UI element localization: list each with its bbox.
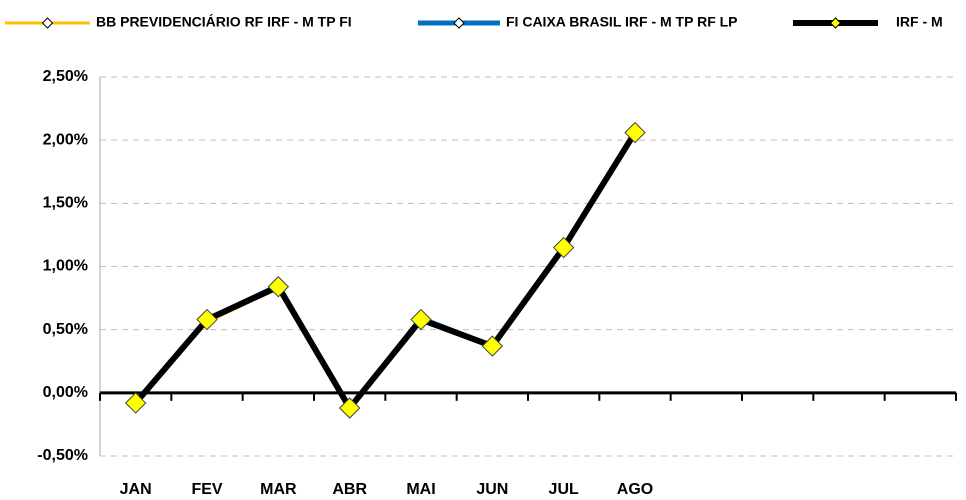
data-marker	[552, 236, 575, 259]
data-marker	[338, 397, 361, 419]
y-tick-label: 2,00%	[43, 131, 88, 148]
x-tick-label: JUN	[476, 481, 508, 498]
legend-marker	[829, 17, 842, 29]
data-marker	[196, 308, 218, 331]
legend-marker	[453, 17, 465, 29]
series-line	[133, 131, 638, 411]
y-tick-label: 1,50%	[43, 195, 88, 212]
x-tick-label: JAN	[120, 481, 152, 498]
y-tick-label: 1,00%	[43, 258, 88, 275]
y-tick-label: 0,00%	[43, 384, 88, 401]
x-tick-label: MAI	[406, 481, 435, 498]
x-tick-label: AGO	[617, 481, 653, 498]
x-tick-label: JUL	[549, 481, 579, 498]
y-tick-label: 2,50%	[43, 68, 88, 85]
y-tick-label: 0,50%	[43, 321, 88, 338]
legend-label: FI CAIXA BRASIL IRF - M TP RF LP	[506, 14, 738, 30]
data-marker	[481, 335, 504, 357]
data-marker	[624, 121, 646, 144]
x-tick-label: FEV	[191, 481, 222, 498]
y-tick-label: -0,50%	[37, 447, 88, 464]
data-marker	[124, 392, 147, 414]
legend-label: BB PREVIDENCIÁRIO RF IRF - M TP FI	[96, 14, 352, 30]
data-marker	[267, 276, 290, 298]
legend-marker	[41, 17, 54, 29]
data-marker	[410, 308, 432, 331]
x-tick-label: ABR	[332, 481, 367, 498]
x-tick-label: MAR	[260, 481, 297, 498]
legend-label: IRF - M	[896, 14, 943, 30]
